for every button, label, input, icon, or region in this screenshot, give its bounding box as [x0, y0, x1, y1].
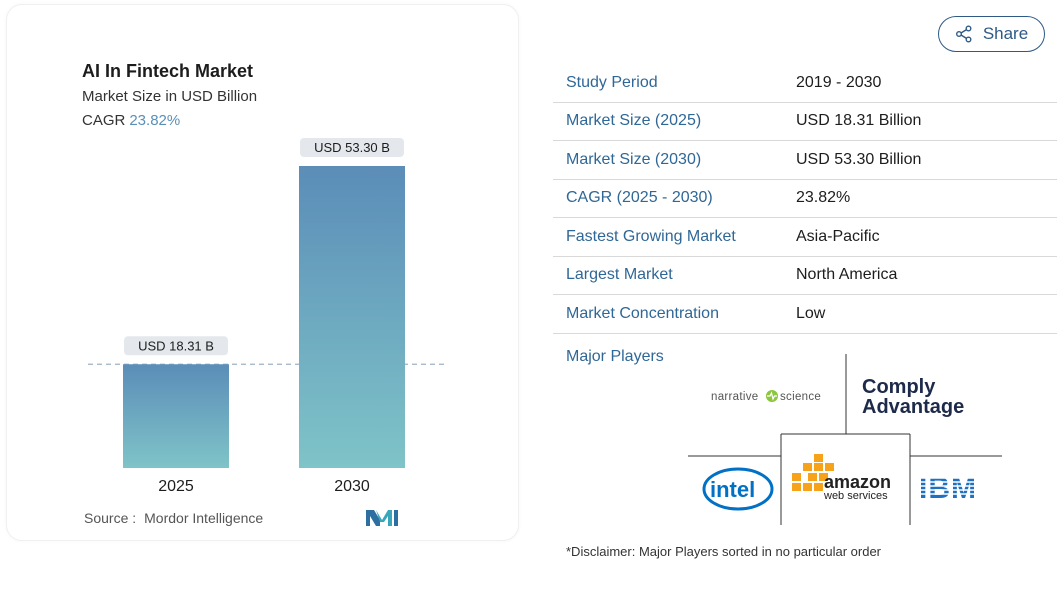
- mordor-logo-icon: [366, 510, 398, 526]
- source-value: Mordor Intelligence: [144, 510, 264, 526]
- chart-cagr: CAGR 23.82%: [82, 112, 180, 129]
- x-tick-label: 2030: [334, 478, 370, 495]
- major-players-logos: narrative science Comply Advantage intel…: [688, 354, 1002, 525]
- disclaimer: *Disclaimer: Major Players sorted in no …: [566, 544, 882, 559]
- svg-text:Advantage: Advantage: [862, 396, 964, 418]
- svg-text:intel: intel: [710, 477, 755, 502]
- market-stats-table: Study Period 2019 - 2030 Market Size (20…: [553, 64, 1057, 334]
- major-players-title: Major Players: [566, 348, 664, 365]
- narrative-science-logo: narrative science: [711, 390, 821, 403]
- stat-value: USD 18.31 Billion: [796, 112, 922, 130]
- x-tick-label: 2025: [158, 478, 194, 495]
- bar-2025: [123, 364, 229, 468]
- stat-label: Study Period: [566, 73, 658, 91]
- stat-label: Market Size (2025): [566, 112, 702, 130]
- data-label: USD 53.30 B: [314, 140, 390, 155]
- cagr-label: CAGR: [82, 112, 126, 129]
- data-label: USD 18.31 B: [138, 338, 214, 353]
- bar-chart: USD 18.31 B 2025 USD 53.30 B 2030: [88, 138, 445, 495]
- svg-text:Comply: Comply: [862, 376, 936, 398]
- ibm-logo: IBM: [918, 472, 986, 505]
- svg-text:science: science: [780, 391, 821, 403]
- stat-row-cagr: CAGR (2025 - 2030) 23.82%: [553, 180, 1057, 218]
- stat-row-study-period: Study Period 2019 - 2030: [553, 64, 1057, 103]
- intel-logo: intel: [702, 467, 774, 511]
- stat-label: Market Size (2030): [566, 150, 702, 168]
- share-label: Share: [982, 24, 1029, 43]
- stat-row-concentration: Market Concentration Low: [553, 295, 1057, 334]
- stat-value: USD 53.30 Billion: [796, 150, 922, 168]
- stat-row-largest-market: Largest Market North America: [553, 257, 1057, 295]
- stat-row-market-size-2030: Market Size (2030) USD 53.30 Billion: [553, 141, 1057, 180]
- svg-text:IBM: IBM: [919, 472, 977, 505]
- stat-value: 23.82%: [796, 189, 851, 207]
- chart-card: [6, 4, 519, 541]
- stat-label: Fastest Growing Market: [566, 227, 736, 245]
- stat-row-fastest-growing: Fastest Growing Market Asia-Pacific: [553, 218, 1057, 257]
- cagr-value: 23.82%: [129, 112, 181, 129]
- stat-label: CAGR (2025 - 2030): [566, 189, 713, 207]
- svg-text:narrative: narrative: [711, 391, 758, 403]
- stat-label: Market Concentration: [566, 304, 719, 322]
- share-icon: [955, 25, 972, 43]
- data-label-bg: [124, 336, 228, 356]
- stat-row-market-size-2025: Market Size (2025) USD 18.31 Billion: [553, 103, 1057, 141]
- svg-text:web services: web services: [823, 490, 888, 502]
- chart-subtitle: Market Size in USD Billion: [82, 88, 258, 105]
- bar-2030: [299, 166, 405, 468]
- stat-value: North America: [796, 266, 898, 284]
- comply-advantage-logo: Comply Advantage: [862, 376, 964, 418]
- chart-title: AI In Fintech Market: [82, 61, 254, 81]
- svg-text:amazon: amazon: [824, 472, 891, 492]
- stat-value: Low: [796, 304, 826, 322]
- source-label: Source :: [84, 510, 137, 526]
- stat-value: Asia-Pacific: [796, 227, 880, 245]
- data-label-bg: [300, 138, 404, 157]
- stat-label: Largest Market: [566, 266, 673, 284]
- stat-value: 2019 - 2030: [796, 73, 882, 91]
- source-note: Source : Mordor Intelligence: [84, 510, 263, 526]
- aws-logo: amazon web services: [792, 454, 891, 502]
- share-button[interactable]: Share: [938, 16, 1045, 52]
